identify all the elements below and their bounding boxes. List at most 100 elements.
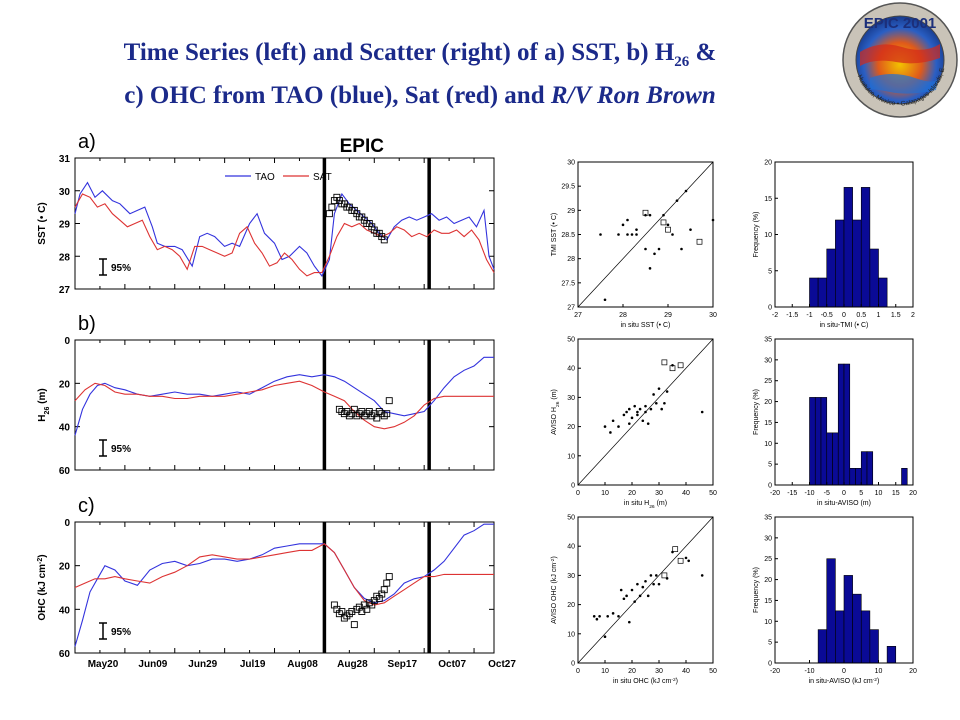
histogram-bar — [855, 468, 862, 486]
timeseries-panel-1: 27 28 29 30 31 a) SST (• C) 95% EPIC TAO SAT — [37, 131, 495, 296]
timeseries-panel-3: 0 20 40 60 c) OHC (kJ cm-2) 95% — [37, 495, 495, 660]
title-line2-pre: c) OHC from TAO (blue), Sat (red) and — [124, 82, 551, 109]
histogram-xtick-label: -15 — [787, 490, 797, 497]
ts-xtick-label: Sep17 — [388, 659, 418, 670]
histogram-bar — [809, 277, 819, 308]
scatter-point — [711, 218, 715, 222]
ship-series — [330, 573, 393, 629]
histogram-bar — [835, 219, 845, 308]
ship-point — [355, 410, 363, 418]
ship-point — [360, 412, 368, 420]
title-line1-pre: Time Series (left) and Scatter (right) o… — [123, 39, 675, 66]
histogram-ytick-label: 15 — [764, 598, 772, 605]
scatter-xtick-label: 28 — [619, 312, 627, 319]
ts-ytick-label: 29 — [59, 220, 71, 231]
scatter-point — [700, 410, 704, 414]
ship-point — [380, 236, 388, 244]
histogram-bar — [860, 610, 871, 664]
scatter-point — [630, 416, 634, 420]
ship-point — [343, 408, 351, 415]
sat-series-line — [74, 193, 495, 277]
errorbar-label: 95% — [111, 263, 131, 274]
ship-point — [353, 412, 361, 420]
ship-series — [325, 193, 388, 244]
histogram-xtick-label: -20 — [770, 490, 780, 497]
scatter-xtick-label: 20 — [628, 668, 636, 675]
legend-tao-label: TAO — [255, 172, 275, 183]
ship-point — [345, 412, 353, 420]
ship-point — [370, 410, 378, 418]
scatter-xtick-label: 30 — [655, 490, 663, 497]
histogram-bar — [826, 248, 836, 308]
ts-xtick-label: Oct07 — [438, 659, 466, 670]
scatter-point — [603, 298, 607, 302]
histogram-xlabel-sup: -2 — [873, 677, 878, 683]
histogram-xtick-label: 20 — [909, 490, 917, 497]
legend-sat-label: SAT — [313, 172, 332, 183]
ts-axes-frame — [74, 157, 495, 290]
logo-text: EPIC 2001 — [864, 15, 937, 32]
scatter-xtick-label: 0 — [576, 490, 580, 497]
errorbar-label: 95% — [111, 444, 131, 455]
scatter-point — [611, 419, 615, 423]
scatter-ytick-label: 30 — [567, 395, 575, 402]
tao-series-line — [74, 356, 494, 436]
scatter-point — [638, 594, 642, 598]
histogram-xtick-label: 1.5 — [891, 312, 901, 319]
scatter-ylabel-main: TMI SST (• C) — [551, 213, 558, 257]
histogram-bar — [820, 397, 828, 486]
scatter-ytick-label: 29 — [567, 208, 575, 215]
epic-annotation: EPIC — [340, 136, 385, 157]
ship-point — [365, 408, 373, 415]
scatter-ytick-label: 27.5 — [561, 280, 575, 287]
ship-point — [358, 608, 366, 615]
scatter-point — [617, 425, 620, 428]
histogram-xtick-label: 15 — [892, 490, 900, 497]
scatter-ylabel-sub: 26 — [555, 401, 561, 407]
one-to-one-line — [577, 516, 714, 664]
scatter-ship-point — [677, 557, 684, 564]
histogram-bar — [843, 363, 851, 486]
scatter-point — [633, 600, 636, 603]
ship-point — [385, 397, 393, 405]
scatter-ship-point — [660, 219, 667, 226]
scatter-point — [644, 410, 647, 414]
scatter-point — [599, 233, 602, 236]
scatter-point — [617, 233, 620, 236]
one-to-one-line — [577, 161, 714, 308]
scatter-xlabel-sub: 26 — [649, 504, 655, 510]
scatter-ytick-label: 29.5 — [561, 184, 575, 191]
histogram-ylabel: Frequency (%) — [753, 389, 760, 435]
ship-point — [338, 608, 346, 615]
histogram-xtick-label: 1 — [877, 312, 881, 319]
scatter-xtick-label: 29 — [664, 312, 672, 319]
scatter-point — [626, 218, 629, 222]
scatter-ytick-label: 28 — [567, 256, 575, 263]
histogram-ytick-label: 30 — [764, 357, 772, 364]
ship-point — [335, 405, 343, 413]
scatter-point — [652, 393, 655, 396]
histogram-xtick-label: -2 — [772, 312, 778, 319]
ts-xtick-label: Oct27 — [488, 659, 516, 670]
scatter-ytick-label: 50 — [567, 337, 575, 344]
scatter-ylabel-main: AVISO H — [551, 407, 558, 435]
scatter-xlabel-main: in situ SST (• C) — [621, 322, 671, 329]
histogram-ylabel-main: Frequency (%) — [753, 567, 760, 613]
scatter-point — [684, 556, 688, 560]
histogram-bar — [901, 468, 908, 486]
histogram-xtick-label: 0 — [842, 312, 846, 319]
scatter-ytick-label: 40 — [567, 544, 575, 551]
ts-ytick-label: 30 — [59, 187, 71, 198]
histogram-xlabel: in situ-AVISO (kJ cm-2) — [809, 677, 880, 686]
histogram-bar — [866, 451, 874, 486]
ts-ytick-label: 40 — [59, 605, 71, 616]
scatter-point — [644, 579, 647, 583]
ship-point — [380, 412, 388, 420]
ts-xtick-label: Aug08 — [287, 659, 318, 670]
scatter-point — [603, 425, 607, 428]
ts-xtick-label: May20 — [88, 659, 119, 670]
histogram-ytick-label: 35 — [764, 515, 772, 522]
histogram-xtick-label: 0 — [842, 668, 846, 675]
scatter-panel-3: 0 10 20 30 40 50 0 10 20 30 40 50 in situ OHC (kJ cm… — [550, 515, 717, 686]
